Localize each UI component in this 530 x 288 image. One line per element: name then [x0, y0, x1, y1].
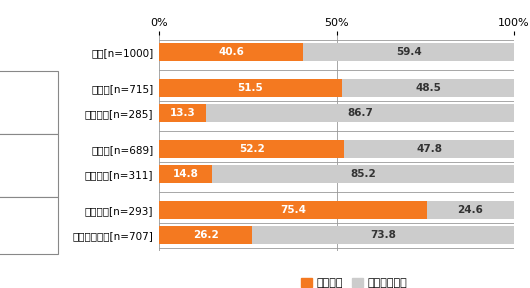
- Bar: [211, 165, 514, 183]
- Text: 52.2: 52.2: [239, 144, 264, 154]
- Text: 24.6: 24.6: [457, 205, 483, 215]
- Bar: [303, 43, 514, 61]
- Text: 59.4: 59.4: [396, 47, 421, 57]
- Text: 48.5: 48.5: [415, 83, 441, 93]
- Text: 心身の疲労
実感別: 心身の疲労 実感別: [13, 92, 42, 113]
- Text: 13.3: 13.3: [170, 108, 196, 118]
- Text: 75.4: 75.4: [280, 205, 306, 215]
- Bar: [159, 43, 303, 61]
- Bar: [159, 79, 342, 97]
- Text: 73.8: 73.8: [370, 230, 396, 240]
- Text: 40.6: 40.6: [218, 47, 244, 57]
- Bar: [427, 202, 514, 219]
- Bar: [159, 165, 211, 183]
- Bar: [159, 226, 252, 244]
- Bar: [206, 104, 514, 122]
- Legend: そう思う, そう思わない: そう思う, そう思わない: [297, 273, 412, 288]
- Text: 86.7: 86.7: [347, 108, 373, 118]
- Bar: [252, 226, 514, 244]
- Text: 51.5: 51.5: [237, 83, 263, 93]
- Bar: [159, 104, 206, 122]
- Text: 85.2: 85.2: [350, 169, 376, 179]
- Bar: [159, 141, 344, 158]
- Text: ストレス
実感別: ストレス 実感別: [16, 154, 40, 176]
- Text: 26.2: 26.2: [192, 230, 218, 240]
- Bar: [344, 141, 514, 158]
- Bar: [159, 202, 427, 219]
- Text: 14.8: 14.8: [172, 169, 198, 179]
- Bar: [342, 79, 514, 97]
- Text: 47.8: 47.8: [416, 144, 442, 154]
- Text: ブラック企業
該当実感別: ブラック企業 該当実感別: [10, 214, 46, 236]
